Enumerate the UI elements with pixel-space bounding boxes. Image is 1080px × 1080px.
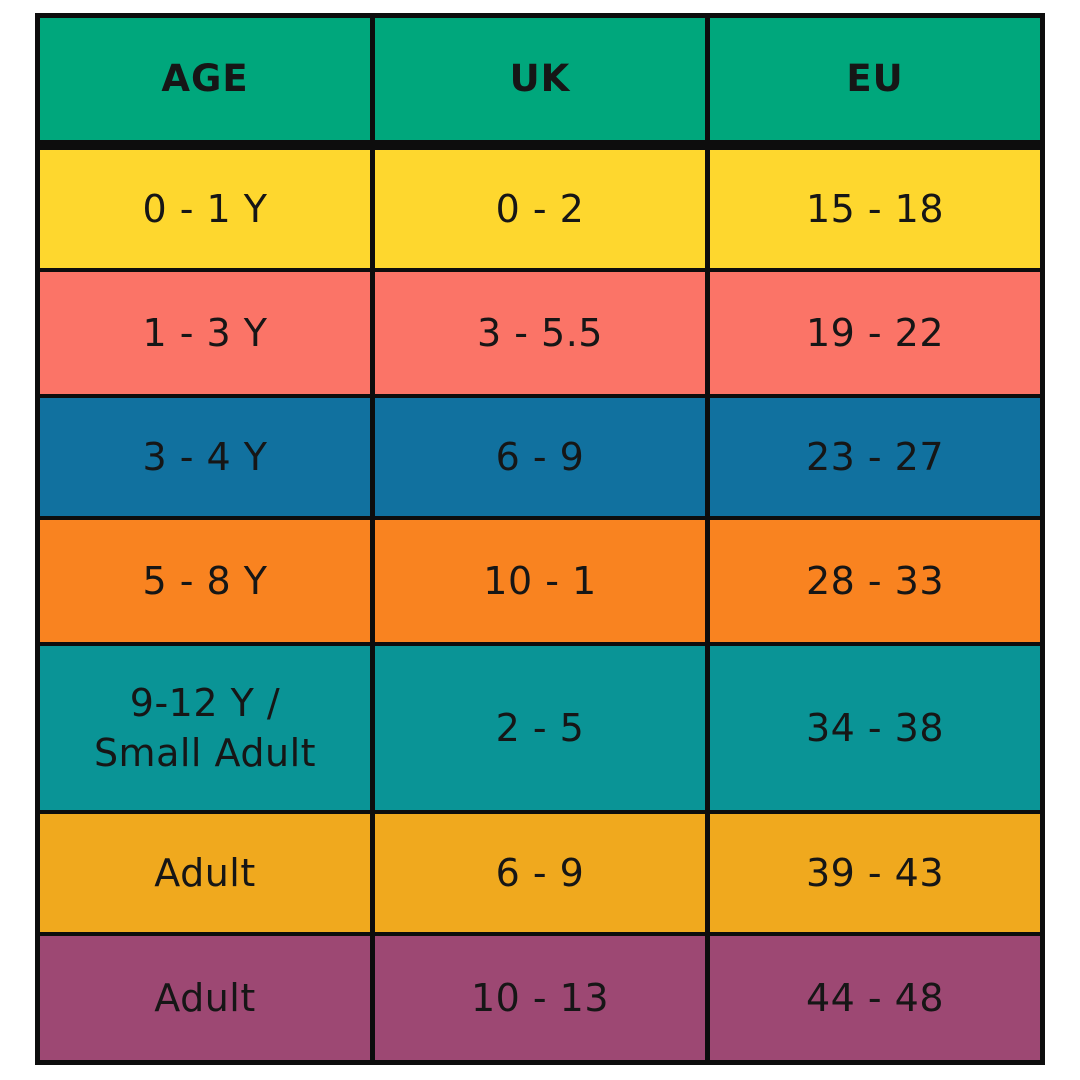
age-cell: 0 - 1 Y bbox=[142, 186, 268, 231]
eu-cell: 34 - 38 bbox=[705, 646, 1040, 810]
header-uk: UK bbox=[370, 18, 705, 140]
table-row: 3 - 4 Y 6 - 9 23 - 27 bbox=[40, 394, 1040, 516]
table-header-row: AGE UK EU bbox=[40, 18, 1040, 140]
age-cell: 5 - 8 Y bbox=[142, 558, 268, 603]
eu-cell: 15 - 18 bbox=[705, 150, 1040, 268]
uk-cell: 10 - 13 bbox=[370, 936, 705, 1060]
size-chart-table: AGE UK EU 0 - 1 Y 0 - 2 15 - 18 1 - 3 Y … bbox=[35, 13, 1045, 1065]
table-row: 5 - 8 Y 10 - 1 28 - 33 bbox=[40, 516, 1040, 642]
age-cell: 9-12 Y / Small Adult bbox=[93, 680, 317, 775]
table-row: 9-12 Y / Small Adult 2 - 5 34 - 38 bbox=[40, 642, 1040, 810]
uk-cell: 6 - 9 bbox=[370, 398, 705, 516]
uk-cell: 6 - 9 bbox=[370, 814, 705, 932]
table-row: Adult 10 - 13 44 - 48 bbox=[40, 932, 1040, 1060]
eu-cell: 44 - 48 bbox=[705, 936, 1040, 1060]
eu-cell: 23 - 27 bbox=[705, 398, 1040, 516]
table-row: 0 - 1 Y 0 - 2 15 - 18 bbox=[40, 140, 1040, 268]
age-cell: Adult bbox=[154, 975, 256, 1020]
eu-cell: 28 - 33 bbox=[705, 520, 1040, 642]
uk-cell: 10 - 1 bbox=[370, 520, 705, 642]
header-age: AGE bbox=[161, 56, 249, 100]
eu-cell: 19 - 22 bbox=[705, 272, 1040, 394]
age-cell: 1 - 3 Y bbox=[142, 310, 268, 355]
uk-cell: 3 - 5.5 bbox=[370, 272, 705, 394]
age-cell: 3 - 4 Y bbox=[142, 434, 268, 479]
table-row: Adult 6 - 9 39 - 43 bbox=[40, 810, 1040, 932]
header-eu: EU bbox=[705, 18, 1040, 140]
uk-cell: 0 - 2 bbox=[370, 150, 705, 268]
eu-cell: 39 - 43 bbox=[705, 814, 1040, 932]
table-row: 1 - 3 Y 3 - 5.5 19 - 22 bbox=[40, 268, 1040, 394]
age-cell: Adult bbox=[154, 850, 256, 895]
uk-cell: 2 - 5 bbox=[370, 646, 705, 810]
